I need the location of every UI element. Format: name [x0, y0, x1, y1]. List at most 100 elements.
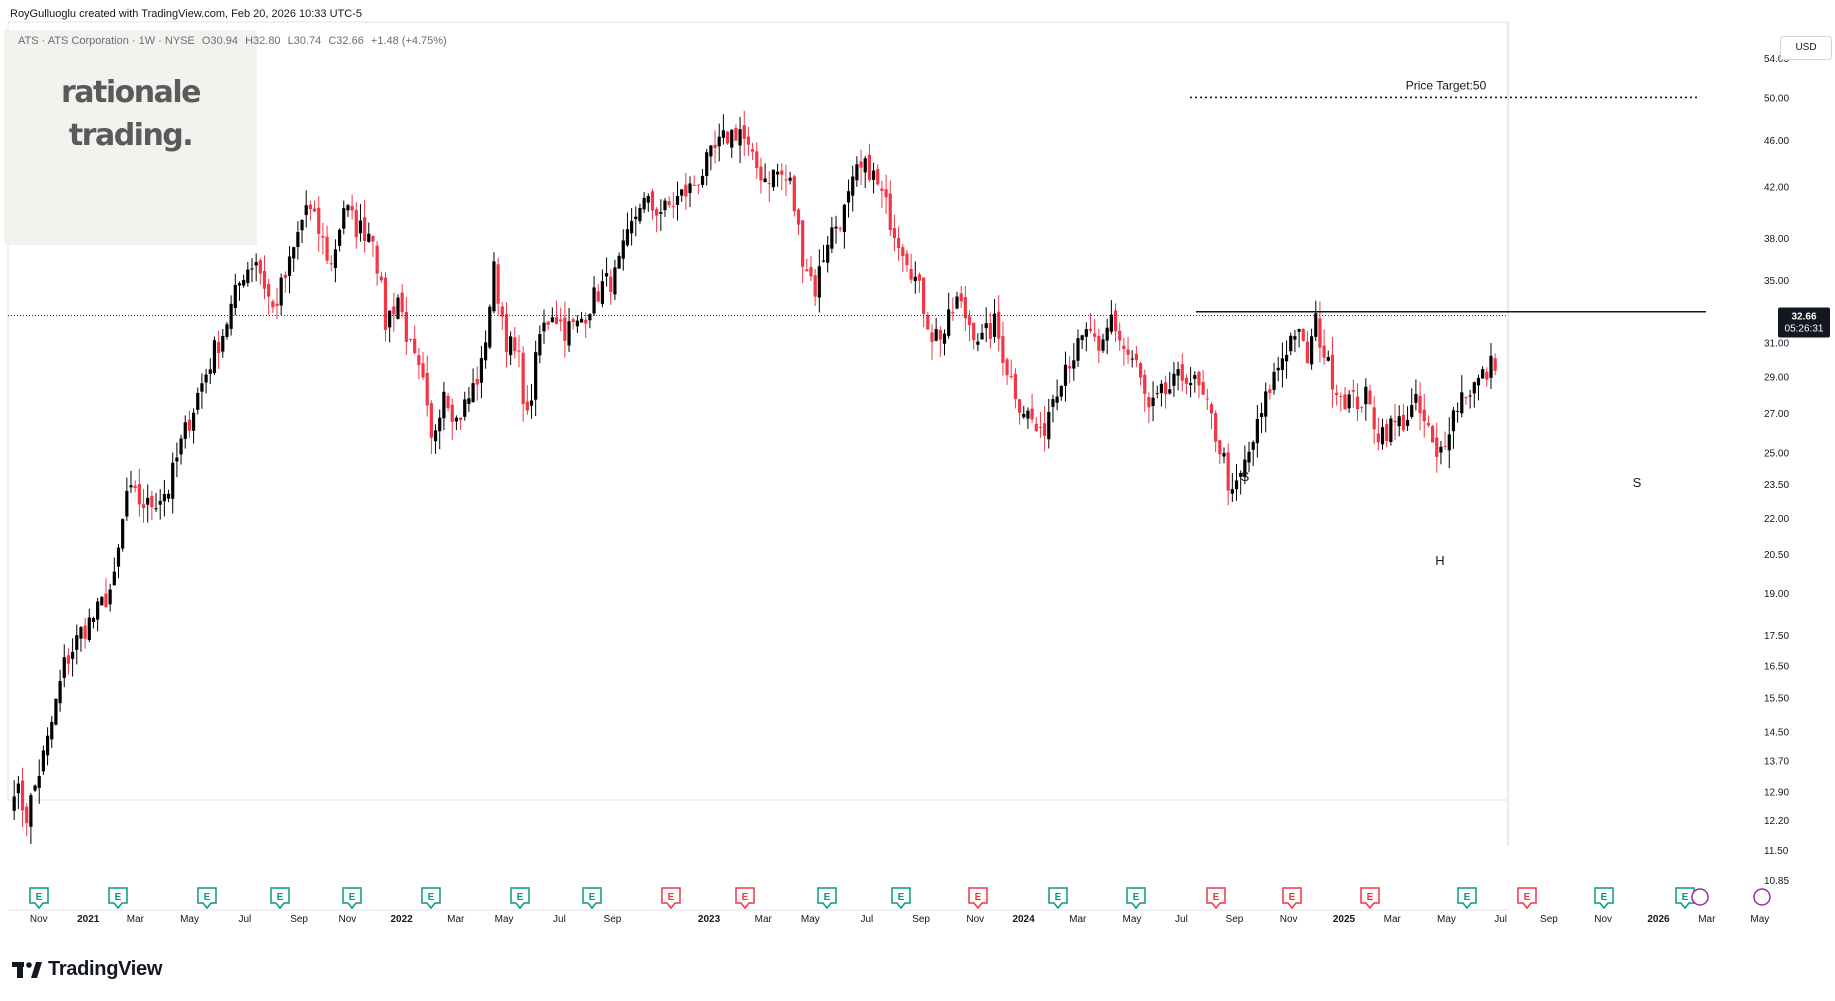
candle-body [784, 179, 788, 181]
candle-body [892, 228, 897, 239]
candle-body [1297, 329, 1301, 332]
candle-body [897, 237, 901, 249]
x-tick-label: Mar [127, 914, 145, 925]
candle-body [801, 220, 805, 267]
candle-body [179, 438, 183, 455]
candle-body [834, 226, 838, 229]
candle-body [1243, 459, 1247, 478]
candle-body [1443, 445, 1447, 447]
candle-body [1059, 385, 1063, 397]
candle-body [1364, 386, 1368, 405]
candle-body [121, 519, 125, 549]
candle-body [1034, 423, 1038, 431]
candle-body [171, 462, 175, 499]
earnings-badge-letter: E [517, 892, 524, 903]
candle-body [300, 220, 304, 231]
candle-body [1155, 393, 1159, 395]
candle-body [1401, 414, 1405, 431]
earnings-badge-letter: E [824, 892, 831, 903]
candle-body [500, 306, 504, 317]
tradingview-logo[interactable]: TradingView [12, 958, 162, 981]
earnings-badge-shape [197, 887, 217, 910]
candle-body [20, 780, 25, 811]
candle-body [1439, 446, 1443, 453]
candle-body [1322, 345, 1326, 358]
candle-body [1105, 327, 1109, 341]
x-tick-label: May [801, 914, 820, 925]
candle-body [1426, 422, 1431, 426]
x-tick-label: Sep [1540, 914, 1558, 925]
candle-body [1247, 451, 1251, 463]
earnings-marker: E [197, 887, 217, 910]
currency-selector[interactable]: USD [1780, 36, 1832, 60]
x-tick-label: Mar [1698, 914, 1716, 925]
y-tick-label: 22.00 [1764, 514, 1789, 525]
candle-body [880, 188, 884, 191]
candle-body [542, 322, 546, 332]
candle-body [116, 547, 121, 567]
candle-body [926, 314, 930, 330]
y-tick-label: 12.20 [1764, 816, 1789, 827]
candle-body [1289, 335, 1293, 352]
candle-body [150, 495, 154, 508]
candle-body [187, 419, 192, 431]
candle-body [162, 493, 166, 502]
candle-body [16, 783, 20, 794]
candle-body [1430, 426, 1435, 443]
candle-body [746, 136, 751, 145]
candle-body [1284, 354, 1289, 362]
candle-body [212, 340, 217, 373]
candle-body [29, 795, 33, 827]
candle-body [1251, 442, 1255, 450]
candle-body [1197, 371, 1201, 386]
candle-body [1126, 349, 1130, 355]
y-tick-label: 11.50 [1764, 846, 1789, 857]
candle-body [129, 485, 133, 488]
price-badge-bg [1778, 307, 1830, 338]
candle-body [675, 196, 680, 205]
x-tick-label: Mar [447, 914, 465, 925]
candle-body [183, 422, 187, 439]
x-tick-label: Nov [966, 914, 984, 925]
candle-body [388, 310, 392, 328]
candle-body [321, 235, 325, 238]
candle-body [262, 271, 267, 289]
earnings-badge-letter: E [428, 892, 435, 903]
candle-body [1351, 390, 1355, 392]
candle-body [1389, 418, 1393, 442]
earnings-badge-shape [1206, 887, 1226, 910]
candle-body [988, 323, 992, 339]
candle-body [1385, 424, 1389, 441]
candle-body [375, 245, 379, 274]
x-tick-label: Jul [1175, 914, 1188, 925]
candle-body [112, 571, 116, 586]
candle-body [1293, 336, 1297, 340]
candle-body [1318, 318, 1322, 348]
x-tick-label: Jul [553, 914, 566, 925]
candle-body [1451, 410, 1456, 432]
symbol-info-line: ATS · ATS Corporation · 1W · NYSE O30.94… [18, 35, 451, 47]
symbol-description[interactable]: ATS · ATS Corporation · 1W · NYSE [18, 35, 195, 47]
candle-body [100, 596, 104, 606]
candle-body [559, 319, 563, 322]
candle-body [467, 398, 471, 404]
price-target-label: Price Target:50 [1406, 78, 1487, 92]
candle-body [767, 183, 771, 185]
earnings-marker: E [29, 887, 49, 910]
rationale-trading-watermark: rationale trading. [4, 30, 257, 245]
earnings-marker: E [421, 887, 441, 910]
candle-body [788, 177, 792, 181]
candle-body [267, 283, 271, 297]
candle-body [337, 229, 342, 246]
candle-body [383, 277, 388, 331]
x-tick-label: May [180, 914, 199, 925]
earnings-badge-letter: E [1133, 892, 1140, 903]
candle-body [233, 285, 237, 309]
candle-body [133, 485, 137, 488]
candle-body [1038, 426, 1043, 428]
candle-body [1239, 473, 1243, 477]
candle-body [1209, 404, 1214, 414]
x-tick-label: Mar [755, 914, 773, 925]
